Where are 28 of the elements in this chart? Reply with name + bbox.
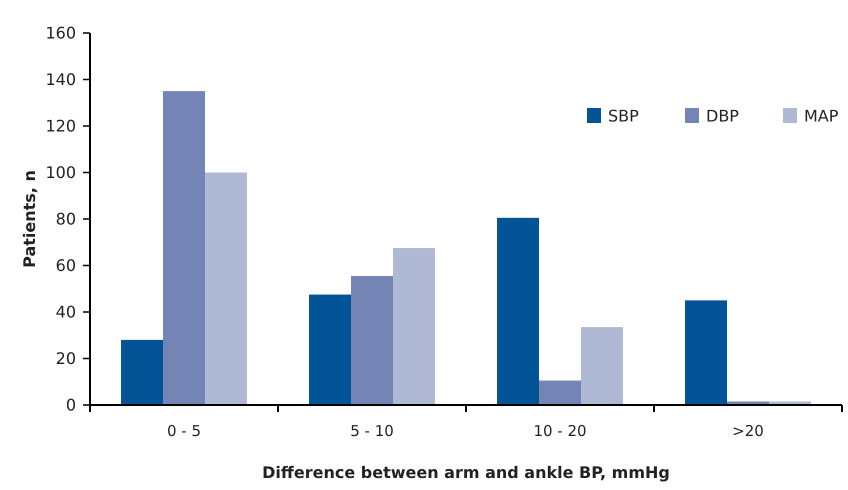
bar bbox=[539, 380, 581, 405]
legend-label: DBP bbox=[706, 106, 740, 126]
y-tick-label: 100 bbox=[45, 163, 76, 182]
y-tick-label: 120 bbox=[45, 116, 76, 136]
x-tick-label: 5 - 10 bbox=[350, 422, 394, 440]
bar bbox=[351, 276, 393, 405]
bar bbox=[497, 218, 540, 405]
x-tick-label: >20 bbox=[732, 422, 764, 440]
bar bbox=[309, 294, 352, 405]
x-tick-label: 10 - 20 bbox=[533, 422, 587, 440]
x-axis-title: Difference between arm and ankle BP, mmHg bbox=[262, 463, 670, 482]
y-tick-label: 40 bbox=[56, 302, 76, 322]
y-tick-label: 160 bbox=[45, 24, 76, 43]
y-tick-label: 20 bbox=[56, 349, 76, 368]
bar bbox=[685, 300, 728, 405]
legend-label: MAP bbox=[804, 106, 839, 126]
y-tick-label: 140 bbox=[45, 70, 76, 90]
legend-label: SBP bbox=[608, 106, 640, 126]
bar bbox=[392, 248, 435, 405]
y-tick-label: 0 bbox=[66, 396, 76, 415]
bar bbox=[204, 172, 247, 405]
y-tick-label: 80 bbox=[56, 210, 76, 229]
x-tick-label: 0 - 5 bbox=[166, 422, 202, 440]
bar bbox=[121, 340, 164, 405]
bar bbox=[580, 327, 623, 405]
bar bbox=[163, 91, 205, 405]
y-axis-title: Patients, n bbox=[20, 170, 39, 268]
y-tick-label: 60 bbox=[56, 256, 76, 276]
